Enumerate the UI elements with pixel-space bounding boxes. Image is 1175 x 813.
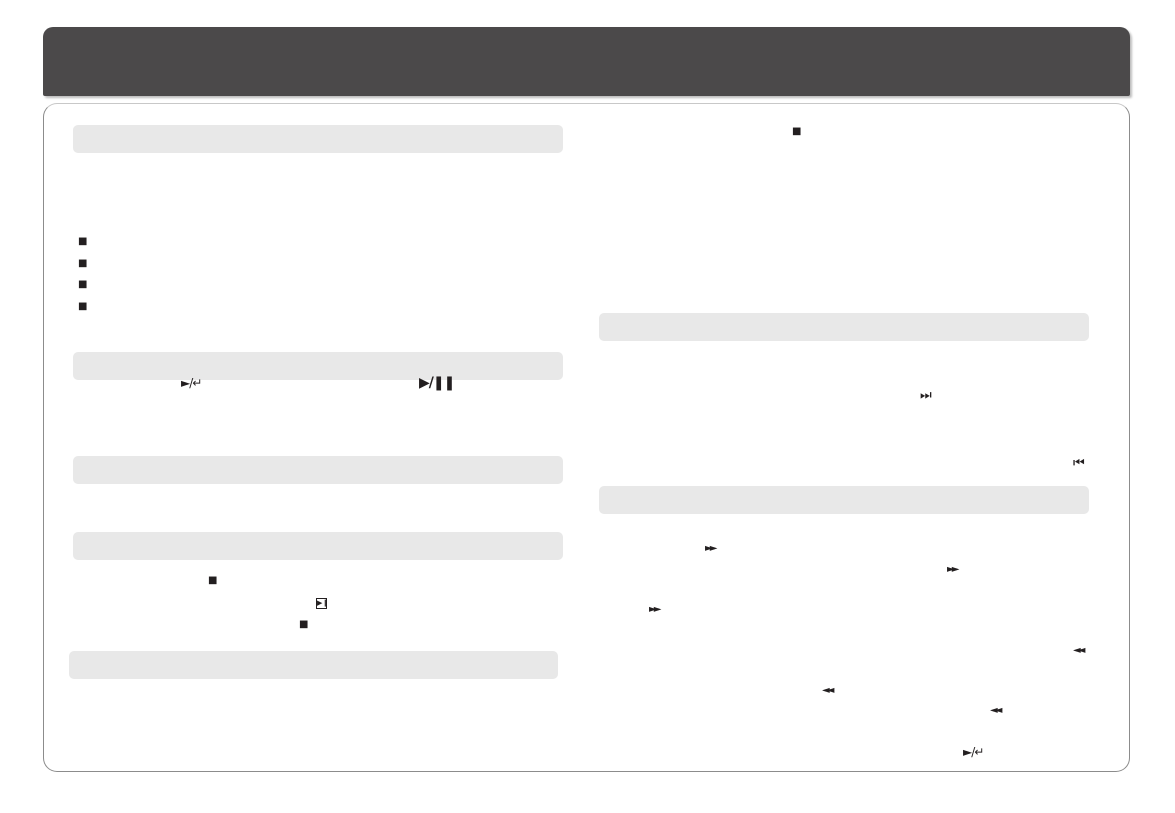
bullet-icon: ■: [78, 279, 88, 290]
page-header-bar: [43, 27, 1130, 96]
bullet-icon: ■: [78, 258, 88, 269]
section-bar: [599, 313, 1089, 341]
rewind-icon: ◄◄: [990, 705, 1003, 716]
section-bar: [73, 532, 563, 560]
skip-prev-icon: ⏮: [1073, 456, 1085, 471]
play-pause-icon: ▶/❚❚: [419, 375, 455, 391]
rewind-icon: ◄◄: [822, 685, 835, 696]
rewind-icon: ◄◄: [1073, 645, 1086, 656]
bullet-icon: ■: [78, 236, 88, 247]
stop-icon: ■: [792, 126, 802, 137]
play-enter-icon: ►/↵: [181, 376, 202, 390]
fast-forward-icon: ►►: [705, 543, 718, 554]
bullet-icon: ■: [78, 301, 88, 312]
play-enter-icon: ►/↵: [963, 745, 984, 759]
fast-forward-icon: ►►: [947, 564, 960, 575]
stop-icon: ■: [299, 619, 309, 630]
content-frame: [43, 103, 1130, 772]
skip-next-icon: ⏭: [920, 388, 932, 403]
section-bar: [73, 125, 563, 153]
section-bar: [73, 456, 563, 484]
section-bar: [599, 486, 1089, 514]
next-button-icon: ▶❙: [316, 598, 329, 609]
stop-icon: ■: [208, 575, 218, 586]
section-bar: [73, 352, 563, 380]
section-bar: [69, 651, 558, 679]
fast-forward-icon: ►►: [649, 604, 662, 615]
